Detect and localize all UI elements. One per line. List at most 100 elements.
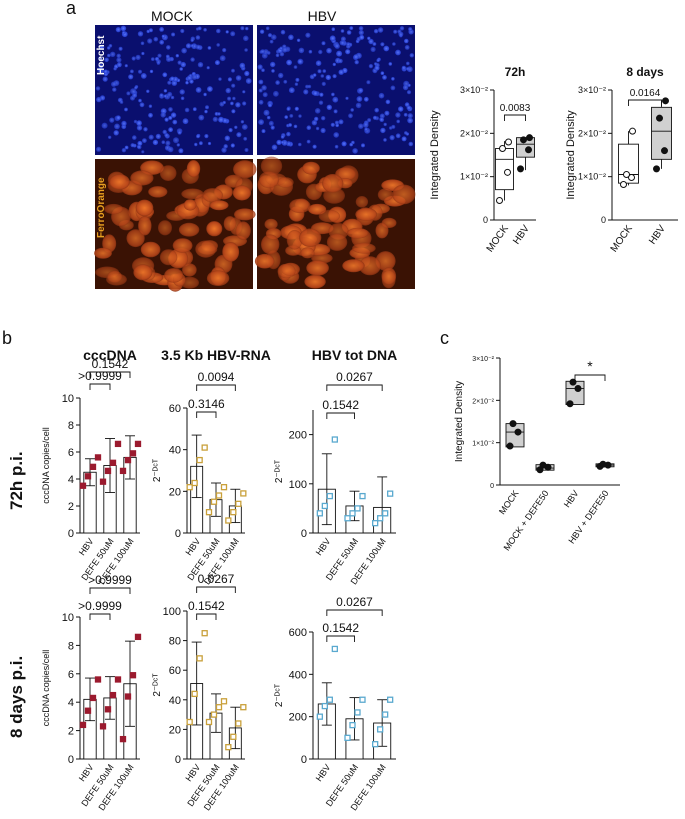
- nucleus-dot: [207, 46, 212, 50]
- significance-bracket: [326, 609, 383, 616]
- chart-b_ccc_8d-ylabel: cccDNA copies/cell: [41, 650, 51, 727]
- panel-label-b: b: [2, 328, 12, 348]
- nucleus-dot: [298, 142, 302, 147]
- nucleus-dot: [267, 33, 273, 38]
- nucleus-dot: [377, 27, 384, 33]
- cell-blob: [159, 249, 178, 266]
- data-point: [240, 704, 247, 711]
- cell-blob: [254, 253, 275, 269]
- nucleus-dot: [273, 90, 279, 97]
- significance-bracket: [89, 371, 131, 378]
- nucleus-dot: [110, 51, 116, 57]
- nucleus-dot: [223, 144, 228, 149]
- nucleus-dot: [376, 58, 380, 63]
- data-point: [99, 478, 107, 485]
- significance-label: *: [587, 358, 593, 374]
- data-point: [225, 517, 232, 524]
- nucleus-dot: [141, 150, 145, 154]
- chart-b_ccc_8d-x-label: HBV: [77, 762, 96, 783]
- nucleus-dot: [353, 54, 359, 60]
- nucleus-dot: [321, 41, 326, 46]
- nucleus-dot: [395, 133, 401, 139]
- cell-blob: [392, 184, 416, 205]
- cell-blob: [358, 256, 381, 276]
- nucleus-dot: [121, 30, 126, 35]
- nucleus-dot: [189, 73, 193, 78]
- nucleus-dot: [358, 123, 364, 129]
- data-point: [321, 502, 328, 510]
- cell-blob: [164, 268, 184, 283]
- cell-blob: [206, 270, 230, 287]
- nucleus-dot: [217, 112, 221, 116]
- nucleus-dot: [314, 108, 321, 114]
- chart-a_72h-y-tick-label: 1×10⁻²: [460, 172, 488, 182]
- nucleus-dot: [130, 143, 135, 148]
- nucleus-dot: [370, 46, 376, 53]
- nucleus-dot: [156, 59, 161, 64]
- chart-a_8d-title: 8 days: [626, 65, 664, 79]
- nucleus-dot: [124, 64, 128, 68]
- nucleus-dot: [293, 124, 298, 129]
- nucleus-dot: [137, 140, 143, 146]
- cell-blob: [133, 264, 153, 281]
- nucleus-dot: [313, 73, 317, 77]
- nucleus-dot: [391, 124, 396, 129]
- nucleus-dot: [152, 139, 159, 146]
- nucleus-dot: [195, 87, 202, 93]
- nucleus-dot: [320, 74, 325, 78]
- nucleus-dot: [97, 67, 103, 73]
- box-point: [504, 168, 511, 176]
- data-point: [225, 744, 232, 751]
- nucleus-dot: [326, 47, 332, 54]
- nucleus-dot: [108, 135, 112, 139]
- nucleus-dot: [163, 94, 167, 98]
- nucleus-dot: [315, 126, 320, 131]
- panel-label-c: c: [440, 328, 449, 348]
- data-point: [196, 655, 203, 662]
- micrograph-grid: [94, 25, 416, 292]
- nucleus-dot: [221, 147, 227, 153]
- chart-b_ccc_8d-y-tick-label: 2: [68, 726, 74, 738]
- nucleus-dot: [311, 120, 318, 126]
- nucleus-dot: [383, 138, 387, 142]
- data-point: [205, 718, 213, 726]
- box-point: [620, 180, 627, 188]
- box-a_8d-0: [618, 127, 639, 188]
- nucleus-dot: [294, 82, 299, 86]
- nucleus-dot: [404, 131, 408, 135]
- nucleus-dot: [230, 31, 236, 37]
- data-point: [344, 515, 351, 522]
- cell-blob: [94, 247, 112, 259]
- nucleus-dot: [364, 127, 368, 132]
- cell-blob: [234, 208, 256, 221]
- nucleus-dot: [107, 46, 111, 50]
- data-point: [321, 702, 328, 710]
- nucleus-dot: [177, 60, 182, 65]
- nucleus-dot: [321, 116, 326, 121]
- data-point: [220, 698, 228, 705]
- nucleus-dot: [244, 48, 248, 52]
- bar-group-b_rna_8d-1: [205, 693, 228, 760]
- nucleus-dot: [318, 49, 323, 55]
- nucleus-dot: [195, 35, 201, 40]
- nucleus-dot: [159, 27, 165, 32]
- nucleus-dot: [218, 116, 224, 123]
- cell-blob: [286, 230, 303, 250]
- nucleus-dot: [396, 119, 401, 124]
- data-point: [377, 726, 384, 733]
- nucleus-dot: [270, 61, 276, 68]
- nucleus-dot: [136, 125, 143, 131]
- data-point: [230, 509, 237, 516]
- nucleus-dot: [142, 138, 147, 144]
- cell-blob: [375, 222, 389, 239]
- nucleus-dot: [190, 44, 194, 48]
- chart-b_tot_72h-y-tick-label: 100: [289, 479, 307, 491]
- nucleus-dot: [167, 80, 172, 85]
- nucleus-dot: [228, 128, 233, 133]
- chart-b_rna_72h-x-label: HBV: [183, 536, 202, 557]
- significance-bracket: [196, 586, 236, 593]
- nucleus-dot: [286, 59, 292, 66]
- nucleus-dot: [306, 139, 311, 144]
- nucleus-dot: [155, 133, 161, 139]
